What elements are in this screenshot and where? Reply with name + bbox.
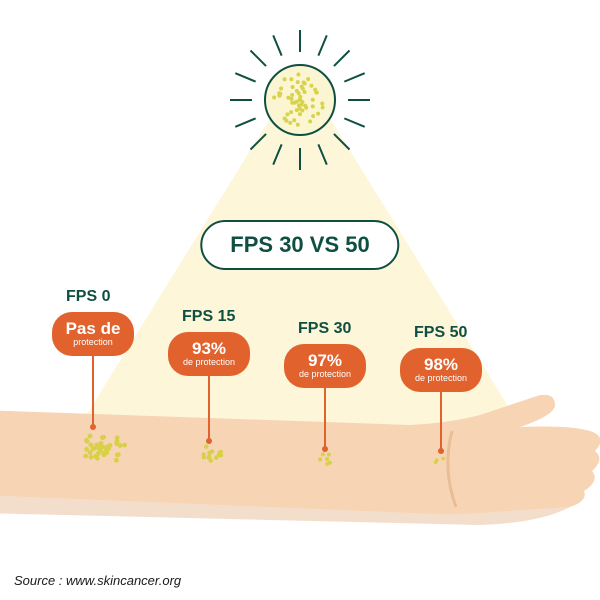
sun-texture — [268, 68, 332, 132]
sun-ray — [235, 117, 256, 127]
sun-ray — [230, 99, 252, 101]
badge-caption: protection — [73, 338, 113, 348]
badge-value: 97% — [308, 352, 342, 371]
protection-badge: Pas deprotection — [52, 312, 134, 356]
fps-label: FPS 0 — [66, 288, 110, 306]
sun-ray — [348, 99, 370, 101]
source-citation: Source : www.skincancer.org — [14, 573, 181, 588]
pointer-line — [208, 376, 210, 440]
uv-spots — [68, 416, 132, 480]
sun-ray — [299, 30, 301, 52]
badge-value: 98% — [424, 356, 458, 375]
sun-core — [264, 64, 336, 136]
sun-ray — [250, 50, 267, 67]
infographic-canvas: FPS 30 VS 50 Source : www.skincancer.org… — [0, 0, 600, 600]
sun-ray — [317, 35, 327, 56]
sun-ray — [272, 144, 282, 165]
sun-ray — [333, 133, 350, 150]
source-prefix: Source : — [14, 573, 66, 588]
sun-ray — [344, 72, 365, 82]
pointer-line — [324, 388, 326, 448]
badge-caption: de protection — [183, 358, 235, 368]
sun-ray — [317, 144, 327, 165]
fps-label: FPS 15 — [182, 308, 235, 326]
sun-ray — [333, 50, 350, 67]
badge-caption: de protection — [299, 370, 351, 380]
sun-icon — [220, 20, 380, 180]
protection-badge: 93%de protection — [168, 332, 250, 376]
pointer-line — [440, 392, 442, 450]
badge-caption: de protection — [415, 374, 467, 384]
title-text: FPS 30 VS 50 — [230, 232, 369, 257]
badge-value: 93% — [192, 340, 226, 359]
title-pill: FPS 30 VS 50 — [200, 220, 399, 270]
sun-ray — [344, 117, 365, 127]
sun-ray — [235, 72, 256, 82]
protection-badge: 97%de protection — [284, 344, 366, 388]
sun-ray — [272, 35, 282, 56]
source-text: www.skincancer.org — [66, 573, 181, 588]
uv-spots — [192, 432, 232, 472]
badge-value: Pas de — [66, 320, 121, 339]
sun-ray — [299, 148, 301, 170]
fps-label: FPS 30 — [298, 320, 351, 338]
fps-label: FPS 50 — [414, 324, 467, 342]
pointer-line — [92, 356, 94, 426]
protection-badge: 98%de protection — [400, 348, 482, 392]
sun-ray — [250, 133, 267, 150]
